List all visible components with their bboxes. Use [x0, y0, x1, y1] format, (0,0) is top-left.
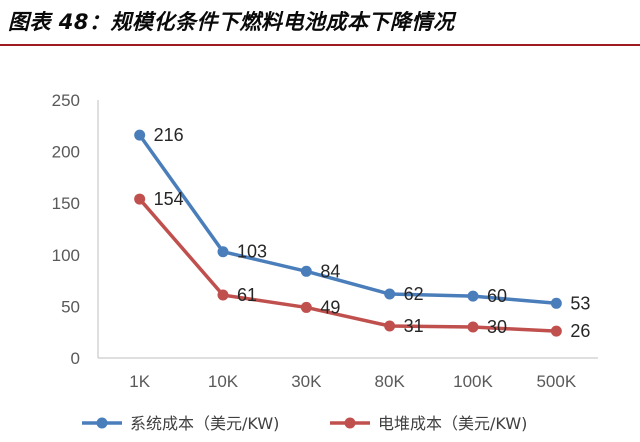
title-underline — [0, 44, 640, 46]
data-label: 216 — [154, 125, 184, 145]
data-label: 31 — [404, 316, 424, 336]
data-label: 103 — [237, 242, 267, 262]
data-point — [300, 265, 312, 277]
data-point — [134, 129, 146, 141]
series-line-2 — [137, 197, 559, 333]
series-line-1 — [137, 133, 559, 306]
x-tick-label: 1K — [129, 372, 150, 391]
data-label: 60 — [487, 286, 507, 306]
data-point — [467, 321, 479, 333]
data-point — [217, 289, 229, 301]
x-tick-label: 10K — [208, 372, 239, 391]
data-label: 62 — [404, 284, 424, 304]
x-tick-label: 30K — [291, 372, 322, 391]
legend: 系统成本（美元/KW) 电堆成本（美元/KW) — [82, 414, 527, 433]
y-tick-label: 50 — [61, 297, 80, 316]
data-label: 49 — [320, 297, 340, 317]
data-point — [134, 193, 146, 205]
y-tick-label: 150 — [52, 194, 80, 213]
legend-label: 电堆成本（美元/KW) — [378, 414, 527, 433]
data-point — [384, 288, 396, 300]
data-point — [300, 301, 312, 313]
data-label: 154 — [154, 189, 184, 209]
y-tick-label: 100 — [52, 246, 80, 265]
data-label: 61 — [237, 285, 257, 305]
data-point — [467, 290, 479, 302]
data-label: 84 — [320, 261, 340, 281]
figure-title: 图表 48：规模化条件下燃料电池成本下降情况 — [8, 10, 455, 34]
data-point — [217, 246, 229, 258]
data-point — [550, 325, 562, 337]
y-tick-label: 250 — [52, 91, 80, 110]
x-tick-label: 100K — [453, 372, 493, 391]
y-tick-label: 200 — [52, 143, 80, 162]
data-label: 26 — [570, 321, 590, 341]
legend-marker — [344, 417, 356, 429]
series-group: 216 103 84 62 60 53 154 61 49 31 30 26 — [134, 125, 590, 341]
x-tick-label: 500K — [536, 372, 576, 391]
legend-marker — [96, 417, 108, 429]
legend-label: 系统成本（美元/KW) — [130, 414, 279, 433]
y-axis-ticks: 0 50 100 150 200 250 — [52, 91, 80, 368]
figure-header: 图表 48：规模化条件下燃料电池成本下降情况 — [0, 0, 640, 46]
data-point — [384, 320, 396, 332]
data-label: 53 — [570, 293, 590, 313]
x-axis-ticks: 1K 10K 30K 80K 100K 500K — [129, 372, 577, 391]
x-tick-label: 80K — [375, 372, 406, 391]
data-label: 30 — [487, 317, 507, 337]
data-point — [550, 297, 562, 309]
y-tick-label: 0 — [71, 349, 80, 368]
